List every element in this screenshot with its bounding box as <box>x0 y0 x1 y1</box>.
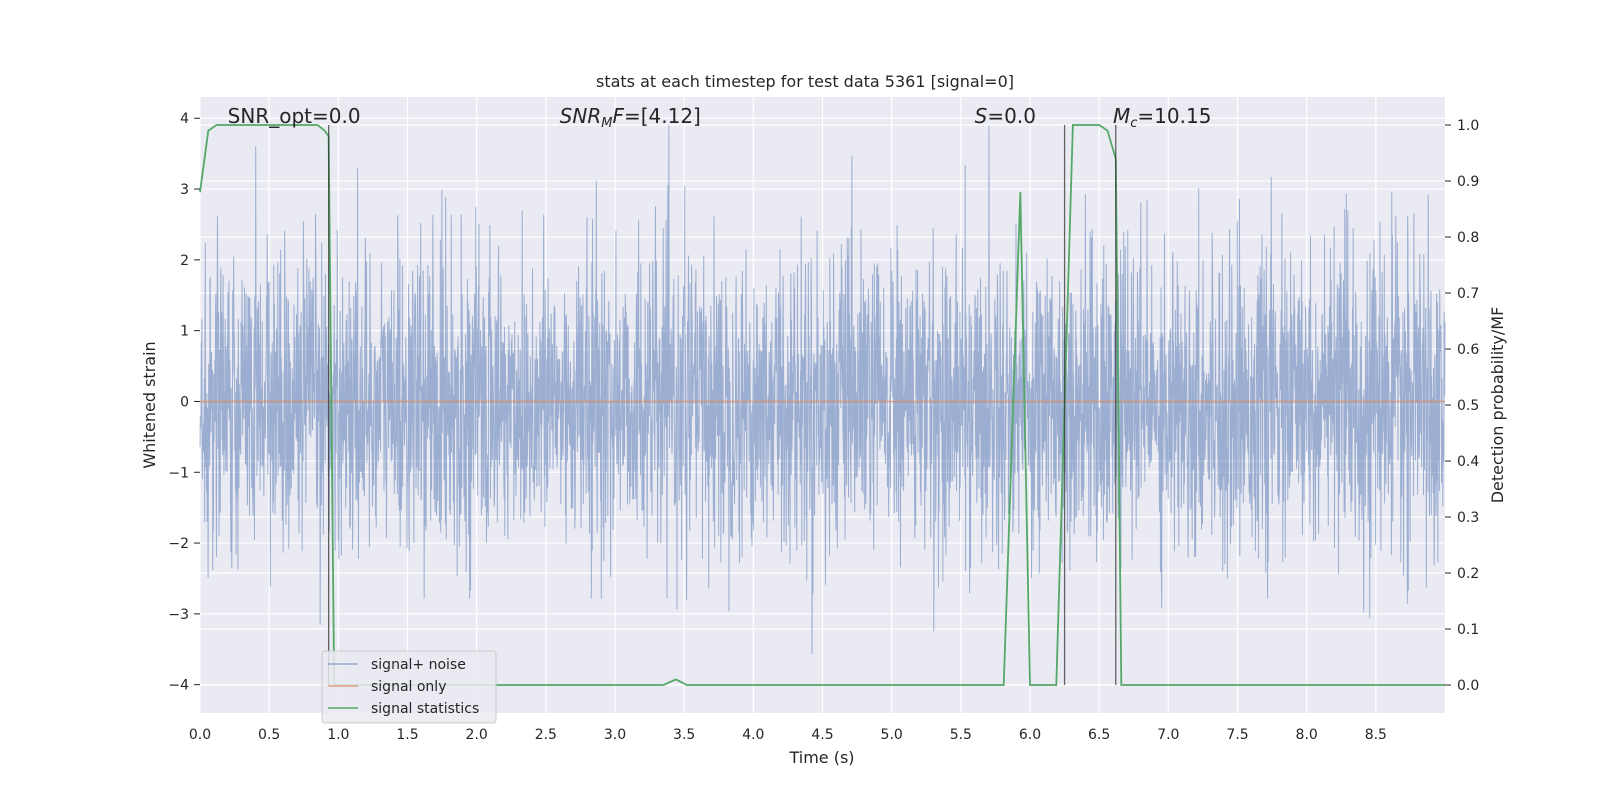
y-right-tick-label-0: 0.0 <box>1457 678 1479 694</box>
vertical-lines <box>327 125 1117 685</box>
legend: signal+ noise signal only signal statist… <box>321 650 497 724</box>
y-left-tick-label-7: 3 <box>180 182 189 198</box>
x-tick-label-9: 4.5 <box>811 727 833 743</box>
x-tick-label-12: 6.0 <box>1019 727 1041 743</box>
y-right-tick-label-5: 0.5 <box>1457 398 1479 414</box>
y-left-tick-label-8: 4 <box>180 111 189 127</box>
x-tick-label-10: 5.0 <box>881 727 903 743</box>
x-axis-ticks: 0.0 0.5 1.0 1.5 2.0 2.5 3.0 3.5 4.0 4.5 5.0 5.5 6.0 6… <box>189 727 1387 743</box>
legend-label-signal-only: signal only <box>371 679 446 695</box>
x-axis-label: Time (s) <box>788 748 854 767</box>
chart-title: stats at each timestep for test data 536… <box>596 72 1014 91</box>
y-axis-right-label: Detection probability/MF <box>1488 307 1507 504</box>
x-tick-label-2: 1.0 <box>327 727 349 743</box>
x-tick-label-7: 3.5 <box>673 727 695 743</box>
x-tick-label-3: 1.5 <box>396 727 418 743</box>
annotation-snr-opt: SNR_opt=0.0 <box>228 104 361 128</box>
legend-label-signal-statistics: signal statistics <box>371 701 479 717</box>
x-tick-label-5: 2.5 <box>535 727 557 743</box>
y-right-tick-label-1: 0.1 <box>1457 622 1479 638</box>
y-right-tick-label-3: 0.3 <box>1457 510 1479 526</box>
y-right-tick-label-10: 1.0 <box>1457 118 1479 134</box>
y-right-tick-label-4: 0.4 <box>1457 454 1479 470</box>
x-tick-label-0: 0.0 <box>189 727 211 743</box>
annotation-snr-mf: SNRMF=[4.12] <box>560 104 701 131</box>
x-tick-label-11: 5.5 <box>950 727 972 743</box>
y-right-tick-label-8: 0.8 <box>1457 230 1479 246</box>
x-tick-label-15: 7.5 <box>1226 727 1248 743</box>
x-tick-label-14: 7.0 <box>1157 727 1179 743</box>
y-left-tick-label-2: −2 <box>168 536 189 552</box>
y-left-tick-label-3: −1 <box>168 465 189 481</box>
legend-label-signal-noise: signal+ noise <box>371 657 466 673</box>
x-tick-label-13: 6.5 <box>1088 727 1110 743</box>
annotation-s: S=0.0 <box>975 104 1036 128</box>
y-left-tick-label-1: −3 <box>168 607 189 623</box>
x-tick-label-17: 8.5 <box>1365 727 1387 743</box>
y-left-tick-label-6: 2 <box>180 253 189 269</box>
y-left-tick-label-4: 0 <box>180 394 189 410</box>
y-left-tick-label-5: 1 <box>180 324 189 340</box>
y-left-tick-label-0: −4 <box>168 678 189 694</box>
y-right-tick-label-2: 0.2 <box>1457 566 1479 582</box>
y-right-tick-label-6: 0.6 <box>1457 342 1479 358</box>
x-tick-label-16: 8.0 <box>1296 727 1318 743</box>
x-tick-label-6: 3.0 <box>604 727 626 743</box>
x-tick-label-4: 2.0 <box>466 727 488 743</box>
y-right-tick-label-9: 0.9 <box>1457 174 1479 190</box>
y-right-tick-label-7: 0.7 <box>1457 286 1479 302</box>
x-tick-label-8: 4.0 <box>742 727 764 743</box>
signal-statistics-line <box>199 124 1445 686</box>
y-axis-left-ticks: −4 −3 −2 −1 0 1 2 3 4 <box>168 111 200 694</box>
signal-noise-line <box>199 125 1446 655</box>
annotation-mc: Mc=10.15 <box>1113 104 1211 131</box>
signal-noise-series <box>199 125 1446 655</box>
x-tick-label-1: 0.5 <box>258 727 280 743</box>
annotations: SNR_opt=0.0 SNRMF=[4.12] S=0.0 Mc=10.15 <box>228 104 1212 131</box>
y-axis-left-label: Whitened strain <box>140 341 159 468</box>
y-axis-right-ticks: 0.0 0.1 0.2 0.3 0.4 0.5 0.6 0.7 0.8 0.9 1.0 <box>1445 118 1479 694</box>
legend-box <box>321 650 497 724</box>
series-lines <box>199 124 1445 686</box>
